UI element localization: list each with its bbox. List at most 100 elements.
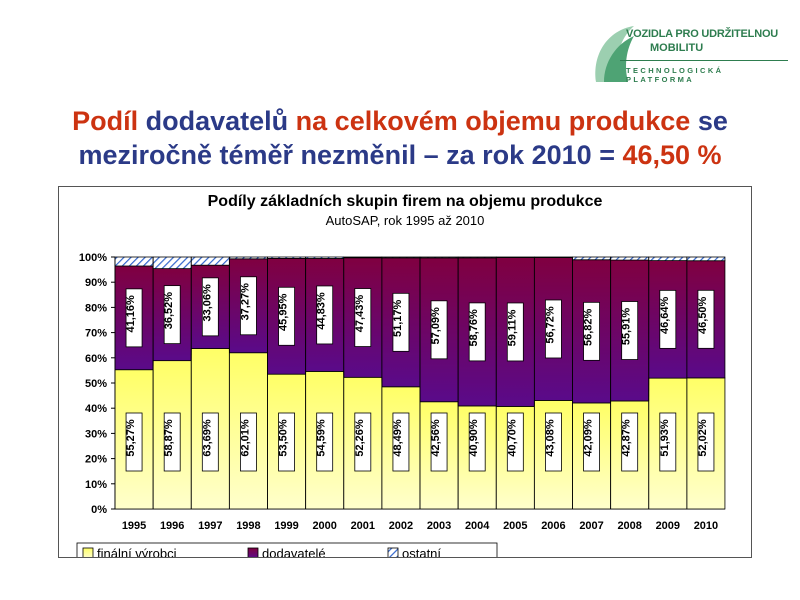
y-tick-label: 0% bbox=[91, 504, 107, 516]
label-box-dodavatele-2009 bbox=[659, 289, 677, 349]
data-label-finalni-2003: 42,56% bbox=[430, 419, 442, 457]
bar-ostatni-2002 bbox=[381, 256, 421, 259]
y-tick-label: 100% bbox=[79, 252, 107, 264]
legend-dodavatele-label: dodavatelé bbox=[262, 546, 326, 557]
data-label-dodavatele-1995: 41,16% bbox=[125, 295, 137, 333]
y-tick-label: 30% bbox=[85, 428, 107, 440]
bar-ostatni-2009 bbox=[648, 256, 688, 262]
logo: VOZIDLA PRO UDRŽITELNOU MOBILITU TECHNOL… bbox=[590, 24, 790, 86]
bar-ostatni-2001 bbox=[343, 256, 383, 259]
legend-ostatni-swatch bbox=[387, 547, 399, 557]
y-tick-label: 90% bbox=[85, 277, 107, 289]
logo-text-line1: VOZIDLA PRO UDRŽITELNOU bbox=[626, 28, 779, 40]
x-tick-label-1998: 1998 bbox=[236, 520, 260, 532]
bar-ostatni-2007 bbox=[572, 256, 611, 261]
label-box-finalni-2005 bbox=[506, 412, 524, 472]
y-tick-label: 40% bbox=[85, 403, 107, 415]
x-tick-label-2003: 2003 bbox=[427, 520, 451, 532]
data-label-dodavatele-2002: 51,17% bbox=[392, 299, 404, 337]
headline-part4: se bbox=[690, 106, 728, 136]
bar-ostatni-1997 bbox=[190, 256, 230, 266]
label-box-dodavatele-2006 bbox=[545, 299, 562, 359]
label-box-finalni-2010 bbox=[697, 412, 715, 472]
x-tick-label-2009: 2009 bbox=[656, 520, 680, 532]
legend-dodavatele-swatch bbox=[247, 547, 259, 557]
y-tick-label: 60% bbox=[85, 353, 107, 365]
label-box-finalni-1998 bbox=[240, 412, 257, 472]
y-tick-label: 80% bbox=[85, 302, 107, 314]
data-label-dodavatele-2004: 58,76% bbox=[468, 309, 480, 347]
data-label-dodavatele-2009: 46,64% bbox=[659, 296, 671, 334]
label-box-dodavatele-1995 bbox=[125, 288, 143, 348]
label-box-finalni-2009 bbox=[659, 412, 677, 472]
label-box-dodavatele-2007 bbox=[583, 301, 600, 361]
label-box-finalni-2008 bbox=[621, 412, 639, 472]
bar-ostatni-2010 bbox=[686, 256, 726, 262]
label-box-finalni-2004 bbox=[468, 412, 486, 472]
legend-ostatni-label: ostatní bbox=[402, 546, 441, 557]
data-label-finalni-1998: 62,01% bbox=[239, 419, 251, 457]
label-box-finalni-2000 bbox=[316, 412, 334, 472]
headline-line2: meziročně téměř nezměnil – za rok 2010 =… bbox=[0, 138, 800, 172]
logo-text-line2: MOBILITU bbox=[650, 42, 704, 54]
data-label-dodavatele-2003: 57,09% bbox=[430, 307, 442, 345]
x-tick-label-1999: 1999 bbox=[274, 520, 298, 532]
data-label-dodavatele-1996: 36,52% bbox=[163, 292, 175, 330]
legend-finalni-vyrobci-swatch bbox=[82, 547, 94, 557]
label-box-dodavatele-2004 bbox=[468, 302, 486, 362]
x-tick-label-2006: 2006 bbox=[541, 520, 565, 532]
label-box-dodavatele-1999 bbox=[278, 286, 295, 346]
label-box-finalni-2006 bbox=[545, 412, 562, 472]
data-label-dodavatele-2006: 56,72% bbox=[544, 306, 556, 344]
data-label-dodavatele-1998: 37,27% bbox=[239, 283, 251, 321]
bar-ostatni-2008 bbox=[610, 256, 650, 261]
data-label-finalni-2005: 40,70% bbox=[506, 419, 518, 457]
x-tick-label-2008: 2008 bbox=[617, 520, 641, 532]
chart-title: Podíly základních skupin firem na objemu… bbox=[207, 193, 603, 210]
data-label-finalni-1999: 53,50% bbox=[278, 419, 290, 457]
data-label-dodavatele-2001: 47,43% bbox=[354, 295, 366, 333]
headline: Podíl dodavatelů na celkovém objemu prod… bbox=[0, 104, 800, 172]
y-tick-label: 10% bbox=[85, 479, 107, 491]
label-box-finalni-1999 bbox=[278, 412, 295, 472]
x-tick-label-2010: 2010 bbox=[694, 520, 718, 532]
headline-part1: Podíl bbox=[72, 106, 146, 136]
legend-finalni-vyrobci-label: finální výrobci bbox=[97, 546, 177, 557]
bar-ostatni-2004 bbox=[457, 256, 497, 259]
y-tick-label: 20% bbox=[85, 454, 107, 466]
logo-divider bbox=[620, 60, 788, 61]
label-box-finalni-2003 bbox=[430, 412, 448, 472]
headline-part5: meziročně téměř nezměnil – za rok 2010 = bbox=[78, 140, 623, 170]
data-label-finalni-2007: 42,09% bbox=[583, 419, 595, 457]
bar-ostatni-1999 bbox=[267, 256, 306, 259]
bar-ostatni-1998 bbox=[229, 256, 268, 260]
label-box-finalni-1995 bbox=[125, 412, 143, 472]
label-box-finalni-2002 bbox=[392, 412, 410, 472]
data-label-dodavatele-2000: 44,83% bbox=[316, 292, 328, 330]
label-box-dodavatele-2002 bbox=[392, 292, 410, 352]
y-tick-label: 50% bbox=[85, 378, 107, 390]
label-box-finalni-1997 bbox=[201, 412, 219, 472]
data-label-finalni-1996: 58,87% bbox=[163, 419, 175, 457]
x-tick-label-1996: 1996 bbox=[160, 520, 184, 532]
data-label-dodavatele-1997: 33,06% bbox=[201, 284, 213, 322]
label-box-finalni-2001 bbox=[354, 412, 372, 472]
bar-finalni-vyrobci-1997 bbox=[190, 348, 230, 510]
label-box-dodavatele-1997 bbox=[201, 277, 219, 337]
x-tick-label-2002: 2002 bbox=[389, 520, 413, 532]
bar-ostatni-2005 bbox=[495, 256, 535, 258]
chart-subtitle: AutoSAP, rok 1995 až 2010 bbox=[325, 213, 485, 228]
bar-ostatni-1996 bbox=[152, 256, 192, 270]
data-label-finalni-1997: 63,69% bbox=[201, 419, 213, 457]
data-label-dodavatele-2007: 56,82% bbox=[583, 308, 595, 346]
label-box-dodavatele-2001 bbox=[354, 288, 372, 347]
data-label-finalni-2006: 43,08% bbox=[544, 419, 556, 457]
data-label-dodavatele-2005: 59,11% bbox=[506, 309, 518, 346]
x-tick-label-2007: 2007 bbox=[579, 520, 603, 532]
y-tick-label: 70% bbox=[85, 328, 107, 340]
chart-frame: Podíly základních skupin firem na objemu… bbox=[58, 186, 752, 558]
bar-ostatni-1995 bbox=[114, 256, 154, 267]
data-label-finalni-2004: 40,90% bbox=[468, 419, 480, 457]
label-box-dodavatele-2005 bbox=[506, 302, 524, 362]
data-label-dodavatele-1999: 45,95% bbox=[278, 293, 290, 331]
